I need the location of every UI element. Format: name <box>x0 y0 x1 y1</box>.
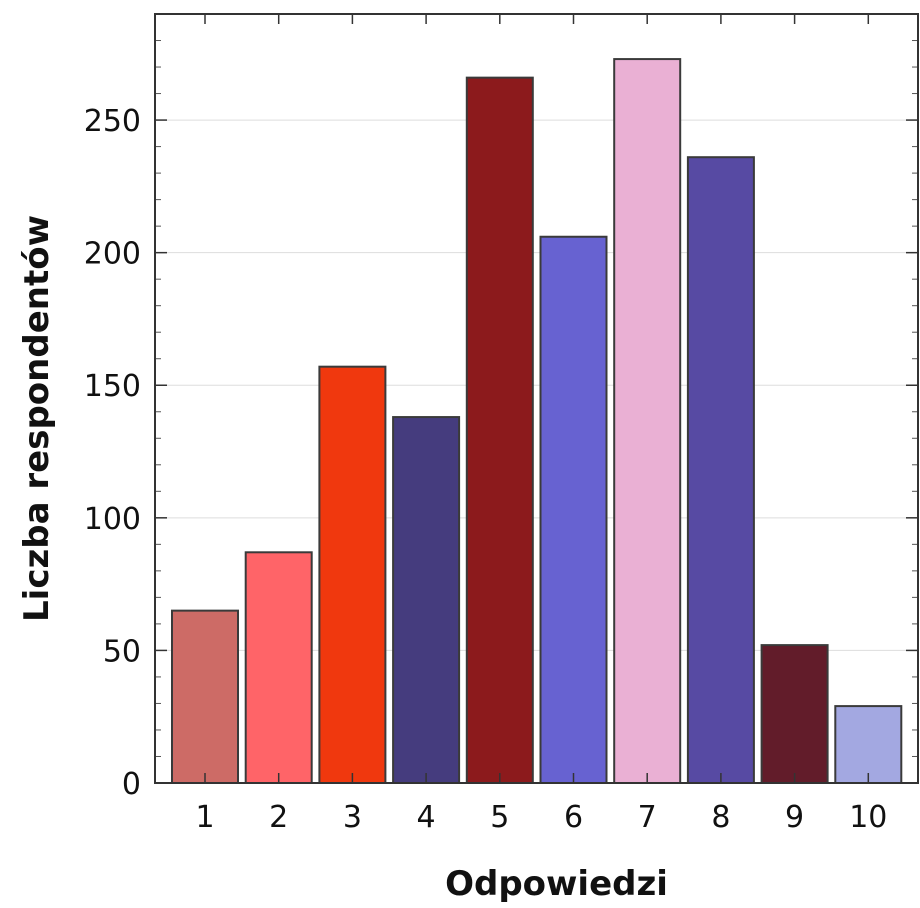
y-axis-title: Liczba respondentów <box>17 215 57 622</box>
bar-5 <box>465 76 534 785</box>
bars <box>171 58 903 785</box>
x-tick-label: 9 <box>785 800 804 835</box>
plot-frame <box>154 13 919 784</box>
bar-8 <box>686 156 755 784</box>
tick-labels: 0 50 100 150 200 250 1 2 3 4 5 6 7 8 9 10 <box>84 104 888 835</box>
bar-1 <box>171 609 239 785</box>
x-tick-label: 7 <box>638 800 657 835</box>
bar-4 <box>392 416 461 784</box>
y-tick-label: 0 <box>122 767 141 802</box>
bar-7 <box>613 58 682 785</box>
x-tick-label: 6 <box>564 800 583 835</box>
y-tick-label: 150 <box>84 369 141 404</box>
x-tick-label: 3 <box>343 800 362 835</box>
bar-3 <box>318 365 387 784</box>
y-tick-label: 250 <box>84 104 141 139</box>
x-tick-label: 1 <box>195 800 214 835</box>
x-tick-label: 4 <box>417 800 436 835</box>
bar-10 <box>834 705 903 784</box>
x-tick-label: 5 <box>490 800 509 835</box>
y-tick-label: 50 <box>103 634 141 669</box>
y-tick-label: 200 <box>84 237 141 272</box>
bar-6 <box>539 235 608 785</box>
y-tick-label: 100 <box>84 502 141 537</box>
x-tick-label: 8 <box>711 800 730 835</box>
x-tick-label: 10 <box>849 800 887 835</box>
bar-2 <box>244 551 313 784</box>
bar-9 <box>760 644 829 784</box>
x-axis-title: Odpowiedzi <box>445 864 668 904</box>
x-tick-label: 2 <box>269 800 288 835</box>
